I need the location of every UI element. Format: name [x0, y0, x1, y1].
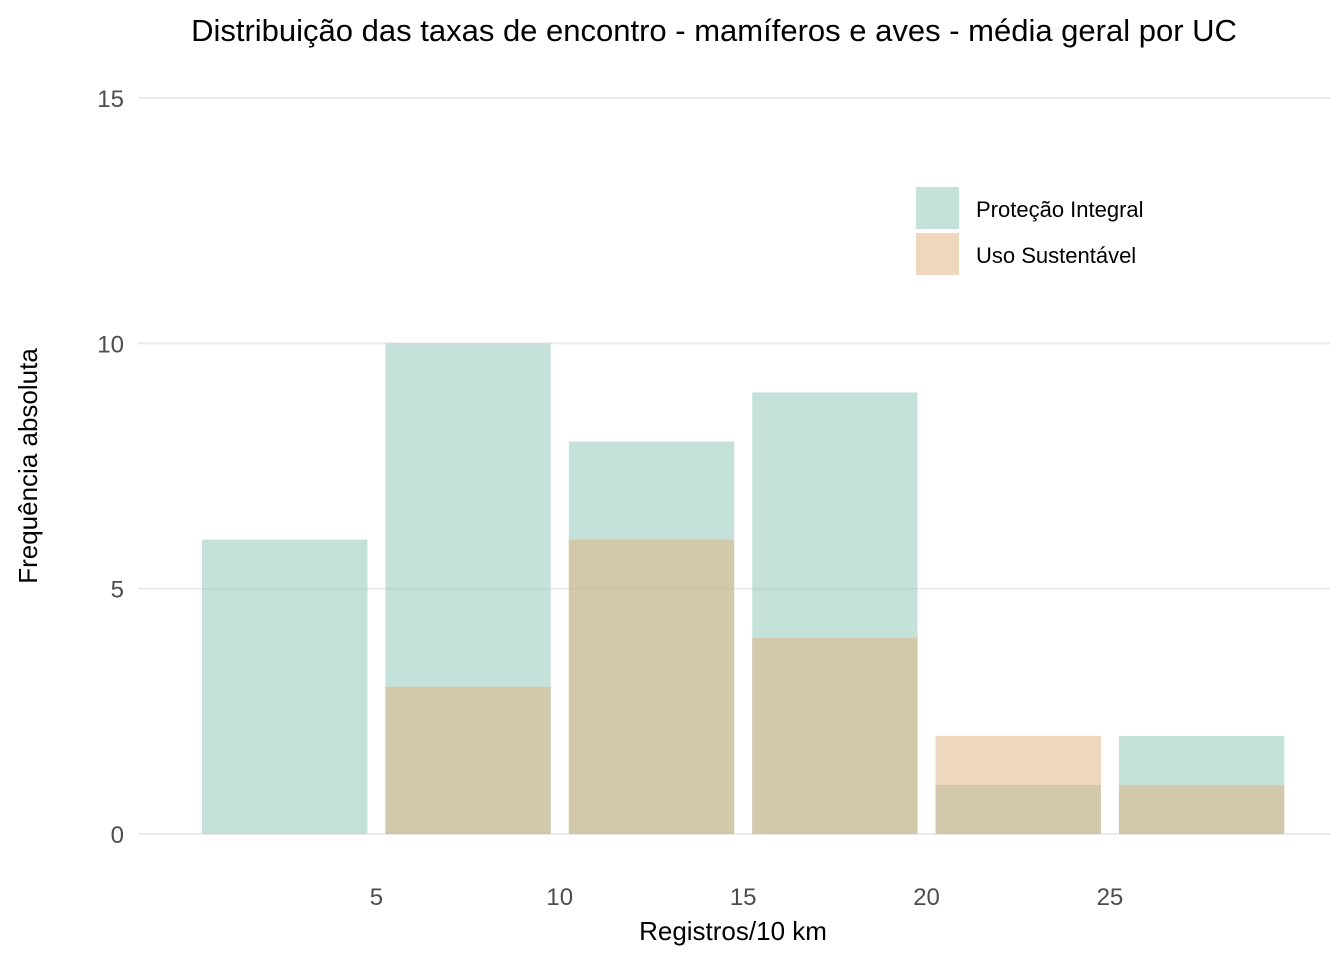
- x-tick-label: 5: [370, 884, 383, 911]
- chart-title: Distribuição das taxas de encontro - mam…: [191, 13, 1237, 48]
- y-tick-label: 10: [97, 331, 124, 358]
- y-tick-label: 15: [97, 86, 124, 113]
- x-tick-label: 20: [913, 884, 940, 911]
- x-tick-label: 10: [546, 884, 573, 911]
- bar-uso-sustentavel-bin-5: [1118, 784, 1285, 834]
- y-tick-label: 0: [111, 822, 124, 849]
- bar-uso-sustentavel-bin-4: [935, 735, 1101, 834]
- legend-label-protecao-integral: Proteção Integral: [976, 197, 1144, 222]
- legend: Proteção Integral Uso Sustentável: [916, 187, 1144, 275]
- x-tick-label: 25: [1097, 884, 1124, 911]
- x-tick-label: 15: [730, 884, 757, 911]
- bar-uso-sustentavel-bin-3: [752, 637, 918, 834]
- axis-ticks: 0 5 10 15 5 10 15 20 25: [97, 86, 1123, 911]
- bars: [202, 343, 1285, 834]
- legend-swatch-protecao-integral: [916, 187, 959, 229]
- bar-uso-sustentavel-bin-1: [385, 686, 551, 834]
- legend-label-uso-sustentavel: Uso Sustentável: [976, 243, 1136, 268]
- bar-uso-sustentavel-bin-2: [568, 539, 735, 834]
- y-axis-label: Frequência absoluta: [13, 348, 43, 584]
- bar-protecao-integral-bin-0: [202, 539, 368, 834]
- y-tick-label: 5: [111, 577, 124, 604]
- x-axis-label: Registros/10 km: [639, 916, 827, 946]
- legend-swatch-uso-sustentavel: [916, 233, 959, 275]
